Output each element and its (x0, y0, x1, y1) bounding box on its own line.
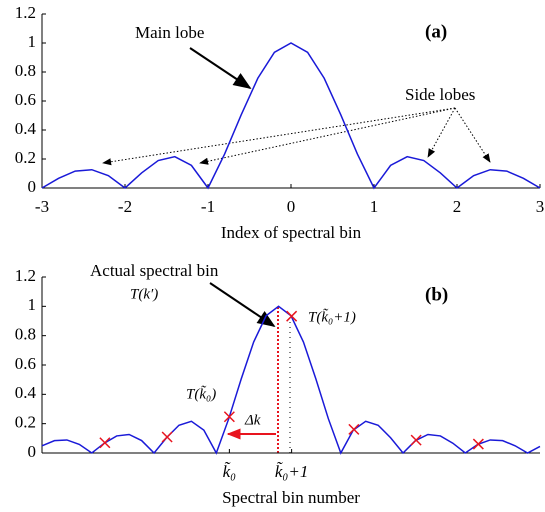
x-tick-label: 3 (536, 197, 545, 216)
annotation: Main lobe (135, 23, 204, 42)
marker (223, 411, 235, 423)
curve (41, 305, 541, 455)
arrow (189, 47, 252, 89)
x-tick-label: -1 (201, 197, 215, 216)
marker (161, 431, 173, 443)
marker (472, 438, 484, 450)
x-tick-label: -3 (35, 197, 49, 216)
marker (410, 434, 422, 446)
annotation: T(k′) (130, 286, 158, 302)
annotation: Side lobes (405, 85, 475, 104)
panel-label: (b) (425, 284, 448, 305)
x-tick-label: 1 (370, 197, 379, 216)
y-tick-label: 0.6 (15, 354, 36, 373)
y-tick-label: 0 (28, 442, 37, 461)
y-tick-label: 1 (28, 32, 37, 51)
annotation: Actual spectral bin (90, 261, 219, 280)
x-tick-label: 2 (453, 197, 462, 216)
y-tick-label: 1.2 (15, 266, 36, 285)
x-axis-label: Index of spectral bin (221, 223, 362, 242)
pointer-lines (102, 107, 491, 166)
y-tick-label: 0.4 (15, 119, 37, 138)
marker (348, 423, 360, 435)
arrow (209, 282, 276, 328)
y-tick-label: 0.2 (15, 148, 36, 167)
y-tick-label: 0.2 (15, 413, 36, 432)
x-tick-label: k̃₀+1 (275, 462, 308, 481)
y-tick-label: 1 (28, 295, 37, 314)
curve (41, 42, 541, 190)
y-tick-label: 0.4 (15, 383, 37, 402)
x-tick-label: -2 (118, 197, 132, 216)
y-tick-label: 0.8 (15, 61, 36, 80)
marker (286, 310, 298, 322)
panel-label: (a) (425, 21, 447, 42)
y-tick-label: 0 (28, 177, 37, 196)
x-tick-label: 0 (287, 197, 296, 216)
y-tick-label: 1.2 (15, 3, 36, 22)
x-tick-label: k̃₀ (223, 462, 237, 481)
y-tick-label: 0.8 (15, 325, 36, 344)
y-tick-label: 0.6 (15, 90, 36, 109)
annotation: T(k̃₀+1) (308, 309, 356, 326)
marker (99, 437, 111, 449)
annotation: Δk (244, 412, 261, 428)
annotation: T(k̃₀) (186, 386, 216, 403)
x-axis-label: Spectral bin number (222, 488, 360, 507)
